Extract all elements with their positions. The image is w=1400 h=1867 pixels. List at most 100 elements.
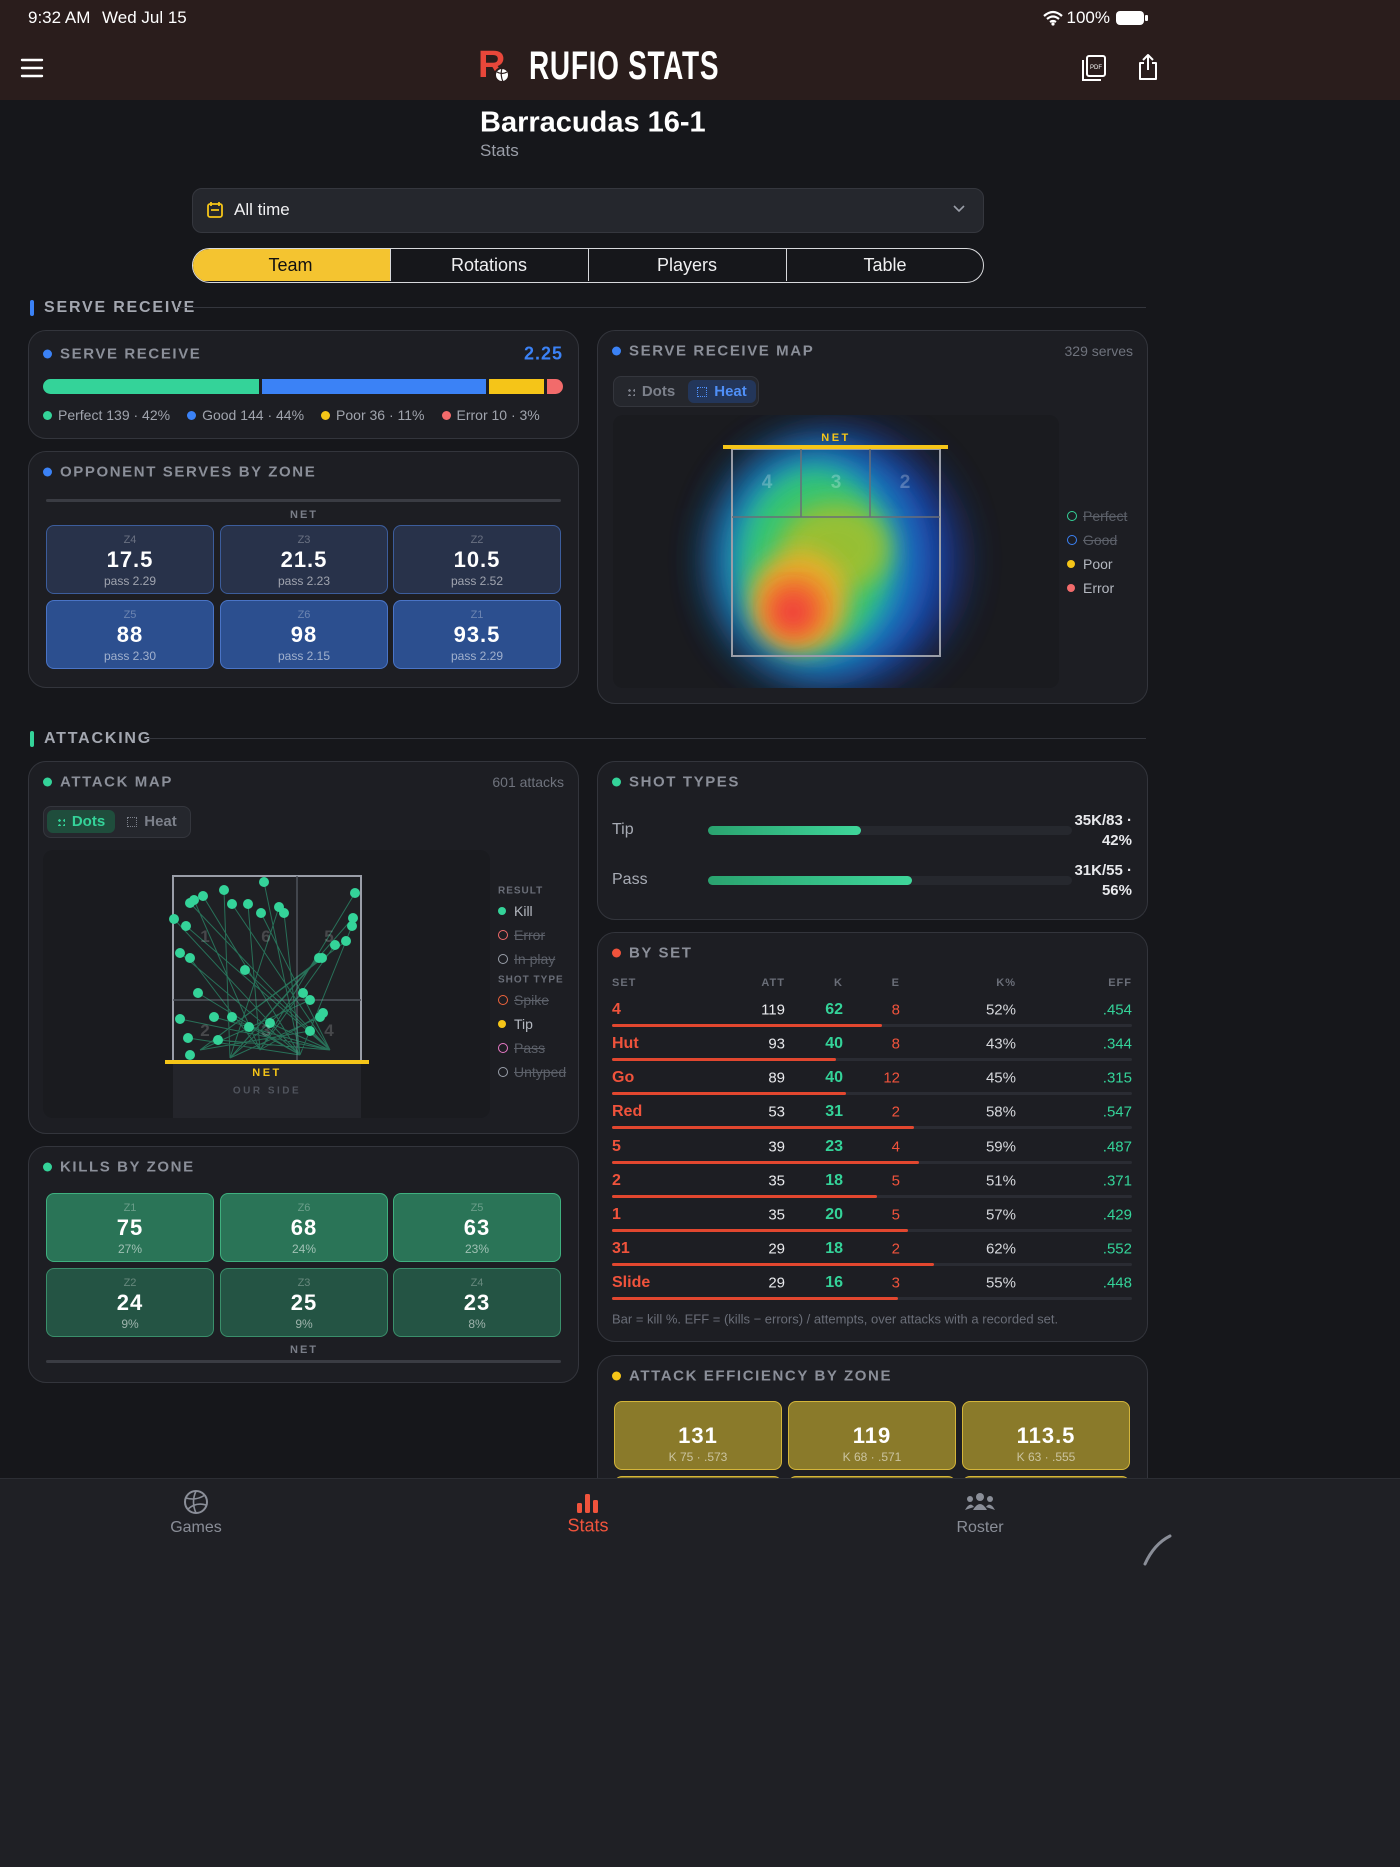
table-cell: 93 bbox=[768, 1035, 785, 1053]
zone-tile bbox=[788, 1401, 956, 1470]
legend-heading: SHOT TYPE bbox=[498, 974, 564, 986]
chevron-icon bbox=[953, 205, 965, 213]
legend-label: Tip bbox=[514, 1016, 533, 1032]
tab-button[interactable]: Team bbox=[193, 249, 390, 281]
nav-item[interactable]: Games bbox=[170, 1519, 222, 1536]
table-cell: .552 bbox=[1102, 1240, 1132, 1258]
tab-button[interactable]: Players bbox=[587, 249, 786, 281]
legend-label: Perfect bbox=[1083, 508, 1128, 524]
legend-dot bbox=[441, 410, 451, 420]
table-cell: 29 bbox=[768, 1274, 785, 1292]
legend-marker bbox=[498, 1043, 508, 1053]
zone-detail: K 68 · .571 bbox=[842, 1450, 902, 1464]
legend-label: Poor bbox=[1083, 556, 1113, 572]
toggle-option[interactable]: Heat bbox=[118, 810, 186, 833]
legend-item: Perfect 139 · 42% bbox=[43, 405, 170, 425]
legend-label: Poor 36 · 11% bbox=[336, 407, 425, 423]
table-cell: 5 bbox=[612, 1137, 621, 1155]
toggle-icon bbox=[697, 386, 708, 397]
zone-tile bbox=[220, 1193, 388, 1262]
legend-label: Good 144 · 44% bbox=[202, 407, 305, 423]
table-cell: .371 bbox=[1102, 1172, 1132, 1190]
view-toggle: Dots Heat bbox=[43, 806, 191, 838]
zone-value: 68 bbox=[290, 1215, 318, 1240]
zone-tile bbox=[393, 525, 561, 594]
section-title: ATTACKING bbox=[44, 730, 153, 747]
tab-button[interactable]: Table bbox=[785, 249, 984, 281]
toggle-option[interactable]: Heat bbox=[688, 380, 756, 403]
zone-tile bbox=[962, 1401, 1130, 1470]
zone-detail: K 63 · .555 bbox=[1016, 1450, 1076, 1464]
tab-button[interactable]: Rotations bbox=[389, 249, 588, 281]
app-name: RUFIO STATS bbox=[529, 44, 720, 88]
column-header: SET bbox=[612, 977, 637, 989]
legend-dot bbox=[187, 410, 197, 420]
nav-item[interactable]: Roster bbox=[956, 1519, 1004, 1536]
zone-label: 2 bbox=[200, 1021, 210, 1040]
tab-bar: Team Rotations Players Table bbox=[192, 248, 984, 283]
zone-value: 75 bbox=[116, 1215, 144, 1240]
zone-tile bbox=[46, 1268, 214, 1337]
status-time: 9:32 AM bbox=[28, 8, 91, 27]
legend-label: Pass bbox=[514, 1040, 546, 1056]
top-bar bbox=[0, 0, 1400, 100]
attack-dots bbox=[169, 877, 360, 1060]
zone-label: Z6 bbox=[297, 1202, 311, 1214]
legend-marker bbox=[498, 954, 508, 964]
card-dot bbox=[43, 349, 52, 359]
table-cell: 16 bbox=[825, 1274, 843, 1291]
kill-pct-bar bbox=[612, 1297, 898, 1300]
table-cell: 39 bbox=[768, 1138, 785, 1155]
share-button[interactable] bbox=[1137, 53, 1159, 81]
net-line bbox=[46, 499, 561, 502]
table-cell: 40 bbox=[825, 1035, 843, 1053]
toggle-label: Dots bbox=[71, 813, 106, 830]
column-header: K bbox=[834, 977, 843, 989]
zone-label: Z4 bbox=[470, 1277, 484, 1289]
zone-label: 4 bbox=[761, 472, 773, 493]
menu-button[interactable] bbox=[20, 57, 44, 79]
date-filter[interactable] bbox=[192, 188, 984, 233]
legend-marker bbox=[498, 930, 508, 940]
zone-label: 4 bbox=[324, 1021, 334, 1040]
card-dot bbox=[612, 777, 621, 787]
zone-value: 98 bbox=[290, 622, 318, 647]
zone-value: 88 bbox=[116, 622, 144, 647]
page-subtitle: Stats bbox=[480, 141, 519, 160]
legend-label: Kill bbox=[514, 903, 533, 919]
card-title: SERVE RECEIVE MAP bbox=[629, 342, 815, 360]
pdf-button[interactable]: PDF bbox=[1082, 55, 1106, 81]
nav-item[interactable]: Stats bbox=[567, 1515, 609, 1536]
wifi-icon bbox=[1043, 10, 1063, 26]
toggle-option[interactable]: Dots bbox=[47, 810, 115, 833]
table-cell: 52% bbox=[985, 1001, 1016, 1019]
shot-type-bar bbox=[708, 826, 861, 835]
table-cell: .547 bbox=[1102, 1103, 1132, 1121]
games-icon bbox=[184, 1490, 208, 1514]
toggle-option[interactable]: Dots bbox=[617, 380, 685, 403]
table-cell: .487 bbox=[1102, 1138, 1132, 1155]
toggle-icon bbox=[56, 817, 65, 826]
zone-label: Z4 bbox=[123, 534, 137, 546]
zone-value: 25 bbox=[290, 1290, 318, 1315]
court-lines bbox=[732, 449, 940, 518]
battery-icon bbox=[1116, 11, 1148, 25]
legend-label: In play bbox=[514, 951, 556, 967]
zone-detail: 23% bbox=[464, 1242, 490, 1256]
table-cell: 62 bbox=[825, 1001, 843, 1018]
table-cell: 5 bbox=[891, 1172, 900, 1190]
stats-icon bbox=[577, 1494, 598, 1513]
zone-value: 17.5 bbox=[106, 547, 154, 572]
legend-label: Error 10 · 3% bbox=[456, 407, 540, 423]
legend-label: Good bbox=[1083, 532, 1118, 548]
shot-type-label: Tip bbox=[612, 821, 634, 838]
receive-legend: Perfect 139 · 42% Good 144 · 44% Poor 36 ·… bbox=[43, 405, 540, 425]
table-cell: 62% bbox=[985, 1240, 1016, 1258]
table-cell: 4 bbox=[891, 1138, 900, 1155]
zone-value: 119 bbox=[852, 1423, 892, 1448]
legend-marker bbox=[498, 995, 508, 1005]
legend-heading: RESULT bbox=[498, 885, 544, 897]
column-header: E bbox=[891, 977, 900, 989]
receive-score: 2.25 bbox=[523, 343, 563, 364]
table-cell: 119 bbox=[761, 1001, 785, 1019]
